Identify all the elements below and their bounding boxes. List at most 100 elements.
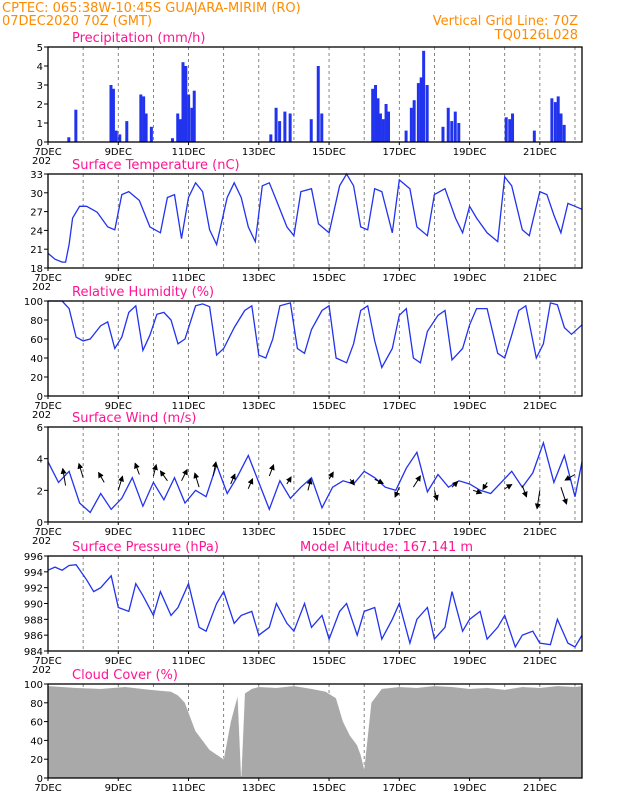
wind-arrow: [306, 478, 313, 491]
x-tick-label: 13DEC: [242, 527, 276, 538]
humidity-panel: 0 20 40 60 80 100 7DEC 9DEC 11DEC 13DEC 15DEC 17DEC…: [24, 285, 583, 421]
x-tick-label: 15DEC: [312, 783, 346, 794]
precip-bar: [118, 134, 122, 142]
header-location: CPTEC: 065:38W-10:45S GUAJARA-MIRIM (RO): [2, 1, 301, 16]
precip-bar: [109, 85, 113, 142]
precip-bar: [320, 113, 324, 142]
wind-arrow: [60, 467, 67, 486]
precip-bar: [425, 85, 429, 142]
y-tick-label: 0: [37, 774, 43, 785]
x-tick-label: 11DEC: [172, 401, 206, 412]
precip-bar: [288, 113, 292, 142]
x-tick-label: 13DEC: [242, 656, 276, 667]
panel-title: Relative Humidity (%): [72, 285, 214, 300]
header-grid-note: Vertical Grid Line: 70Z: [433, 14, 578, 29]
y-tick-label: 6: [37, 423, 43, 434]
x-tick-label: 19DEC: [453, 527, 487, 538]
x-tick-label: 7DEC: [34, 147, 61, 158]
y-tick-label: 20: [30, 373, 43, 384]
precip-bar: [371, 88, 375, 142]
precip-bar: [532, 130, 536, 142]
precip-bar: [508, 119, 512, 142]
x-tick-label: 13DEC: [242, 783, 276, 794]
precip-bar: [181, 62, 185, 143]
y-tick-label: 100: [24, 680, 43, 691]
y-tick-label: 27: [30, 208, 43, 219]
precip-bar: [139, 94, 143, 142]
x-tick-label: 9DEC: [105, 273, 132, 284]
x-tick-label: 21DEC: [523, 147, 557, 158]
y-tick-label: 0: [37, 392, 43, 403]
precip-bar: [114, 130, 118, 142]
precip-bar: [422, 50, 426, 142]
x-tick-label: 21DEC: [523, 401, 557, 412]
precip-bar: [412, 100, 416, 142]
x-tick-label: 17DEC: [382, 147, 416, 158]
x-tick-label: 11DEC: [172, 147, 206, 158]
panel-annotation: Model Altitude: 167.141 m: [300, 540, 473, 555]
x-tick-label: 21DEC: [523, 273, 557, 284]
wind-arrow: [230, 473, 236, 485]
header-model-id: TQ0126L028: [494, 28, 578, 43]
y-tick-label: 40: [30, 354, 43, 365]
precip-bar: [553, 102, 557, 142]
y-tick-label: 988: [24, 615, 43, 626]
x-tick-label: 11DEC: [172, 783, 206, 794]
precip-bar: [278, 121, 282, 142]
y-tick-label: 0: [37, 138, 43, 149]
precip-bar: [283, 111, 287, 142]
precip-bar: [316, 66, 320, 142]
precip-bar: [504, 117, 508, 142]
y-tick-label: 18: [30, 264, 43, 275]
x-tick-label: 17DEC: [382, 401, 416, 412]
precip-bar: [416, 83, 420, 142]
y-tick-label: 994: [24, 568, 43, 579]
x-tick-label: 15DEC: [312, 656, 346, 667]
x-tick-label: 17DEC: [382, 273, 416, 284]
precip-bar: [387, 111, 391, 142]
precip-bar: [409, 107, 413, 142]
cloud-cover-panel: 0 20 40 60 80 100 7DEC 9DEC 11DEC 13DEC 15DEC 17DEC…: [24, 668, 583, 794]
precip-bar: [374, 85, 378, 142]
y-tick-label: 4: [37, 455, 43, 466]
precip-bar: [274, 107, 278, 142]
x-tick-label: 11DEC: [172, 527, 206, 538]
wind-arrow: [374, 478, 385, 484]
precip-bar: [309, 119, 313, 142]
x-tick-label: 7DEC: [34, 527, 61, 538]
series-line: [47, 172, 583, 263]
x-tick-label: 9DEC: [105, 783, 132, 794]
precip-bar: [419, 77, 423, 142]
wind-arrow: [152, 463, 158, 477]
x-tick-label: 7DEC: [34, 656, 61, 667]
panel-frame: [47, 173, 583, 269]
precip-bar: [378, 113, 382, 142]
precip-bar: [125, 121, 129, 142]
precip-bar: [176, 113, 180, 142]
wind-arrow: [247, 478, 254, 489]
wind-arrow: [211, 461, 218, 477]
y-tick-label: 2: [37, 486, 43, 497]
x-tick-label: 9DEC: [105, 401, 132, 412]
y-tick-label: 3: [37, 81, 43, 92]
x-tick-label: 19DEC: [453, 783, 487, 794]
y-tick-label: 990: [24, 600, 43, 611]
x-tick-label: 19DEC: [453, 656, 487, 667]
x-tick-label: 21DEC: [523, 783, 557, 794]
x-tick-label: 9DEC: [105, 527, 132, 538]
precip-bar: [178, 119, 182, 142]
y-tick-label: 80: [30, 316, 43, 327]
precip-bar: [450, 121, 454, 142]
y-tick-label: 24: [30, 226, 43, 237]
wind-arrow: [98, 471, 105, 483]
precip-bar: [67, 137, 71, 142]
series-line: [48, 300, 583, 370]
precip-bar: [192, 90, 196, 142]
panel-frame: [47, 555, 583, 652]
y-tick-label: 2: [37, 100, 43, 111]
x-tick-label: 11DEC: [172, 273, 206, 284]
year-label: 202: [32, 665, 51, 676]
wind-arrow: [285, 476, 292, 485]
x-tick-label: 13DEC: [242, 273, 276, 284]
